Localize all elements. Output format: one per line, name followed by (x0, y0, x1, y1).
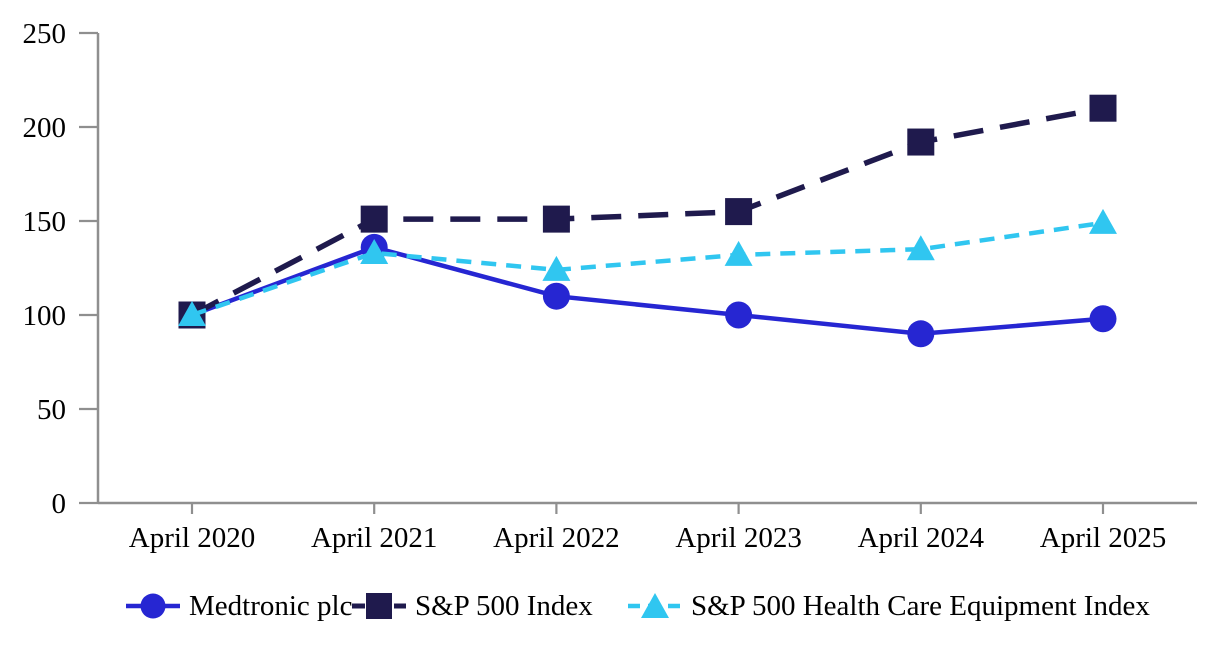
x-tick-label: April 2022 (493, 522, 619, 554)
data-point-square (725, 198, 753, 226)
data-point-square (1089, 94, 1117, 122)
x-tick-label: April 2020 (129, 522, 255, 554)
legend-item-medtronic: Medtronic plc (126, 586, 352, 626)
legend: Medtronic plc S&P 500 Index S&P 500 Heal… (0, 586, 1226, 630)
data-point-triangle (360, 238, 389, 264)
data-point-triangle (178, 301, 206, 326)
y-tick-label: 200 (23, 112, 67, 144)
y-tick-label: 250 (23, 18, 67, 50)
legend-label-medtronic: Medtronic plc (189, 589, 353, 622)
data-point-square (907, 128, 935, 156)
data-point-circle (725, 301, 753, 329)
x-tick-label: April 2025 (1040, 522, 1166, 554)
data-point-square (542, 205, 570, 233)
y-tick-label: 0 (52, 488, 67, 520)
series-line-2 (191, 220, 1104, 318)
series-line-1 (190, 105, 1104, 318)
circle-marker-icon (126, 593, 180, 619)
data-point-circle (907, 320, 935, 348)
data-point-square (360, 205, 388, 233)
y-tick-label: 50 (37, 394, 66, 426)
square-marker-icon (352, 593, 406, 619)
y-tick-label: 150 (23, 206, 67, 238)
plot-area: 0 50 100 150 200 250 April 2020 April 2021 April… (23, 18, 1197, 554)
legend-item-hc-equipment: S&P 500 Health Care Equipment Index (628, 586, 1150, 626)
legend-item-sp500: S&P 500 Index (352, 586, 593, 626)
x-tick-label: April 2021 (311, 522, 437, 554)
data-point-triangle (1089, 208, 1117, 234)
legend-label-sp500: S&P 500 Index (415, 589, 593, 622)
series-line-0 (191, 244, 1104, 337)
data-point-triangle (906, 235, 935, 261)
data-point-circle (1089, 305, 1117, 333)
data-point-triangle (542, 255, 571, 281)
y-tick-label: 100 (23, 300, 67, 332)
data-point-circle (542, 282, 570, 310)
data-point-triangle (724, 240, 753, 266)
triangle-marker-icon (628, 593, 682, 618)
x-tick-label: April 2024 (858, 522, 985, 554)
legend-label-hc-equipment: S&P 500 Health Care Equipment Index (691, 589, 1150, 622)
x-tick-label: April 2023 (675, 522, 801, 554)
